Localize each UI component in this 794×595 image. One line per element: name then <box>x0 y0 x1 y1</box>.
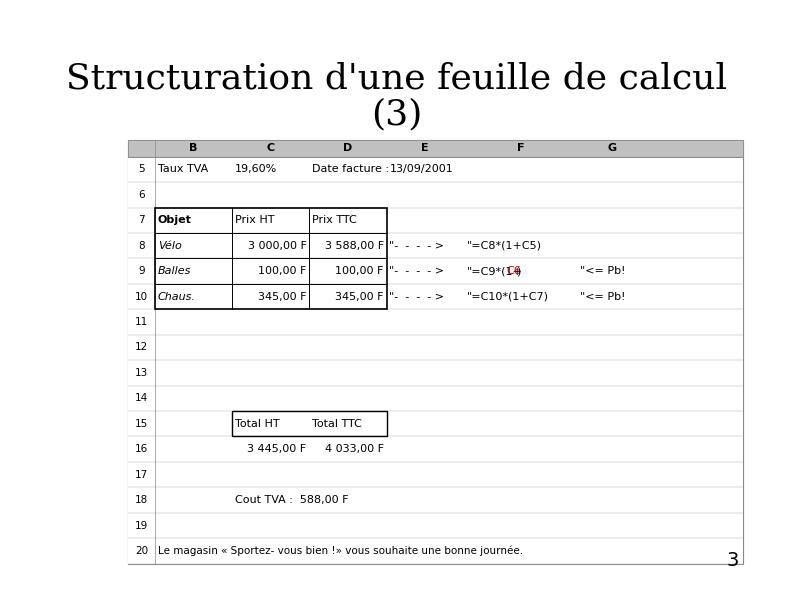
Text: F: F <box>517 143 524 153</box>
Text: 18: 18 <box>135 495 148 505</box>
Text: "=C8*(1+C5): "=C8*(1+C5) <box>467 240 542 250</box>
Text: 5: 5 <box>138 164 145 174</box>
Bar <box>129 140 743 156</box>
Text: D: D <box>343 143 353 153</box>
Text: Date facture :: Date facture : <box>312 164 389 174</box>
Text: Prix TTC: Prix TTC <box>312 215 357 226</box>
Text: 3 588,00 F: 3 588,00 F <box>325 240 384 250</box>
Text: Vélo: Vélo <box>158 240 181 250</box>
Bar <box>129 156 743 563</box>
Text: Objet: Objet <box>158 215 191 226</box>
Text: Balles: Balles <box>158 266 191 276</box>
Text: "-  -  -  - >: "- - - - > <box>390 292 445 302</box>
Text: 14: 14 <box>135 393 148 403</box>
Text: 100,00 F: 100,00 F <box>258 266 306 276</box>
Text: G: G <box>607 143 616 153</box>
Text: "<= Pb!: "<= Pb! <box>580 266 626 276</box>
Text: 19,60%: 19,60% <box>235 164 277 174</box>
Bar <box>155 208 387 309</box>
Text: Chaus.: Chaus. <box>158 292 195 302</box>
Text: "<= Pb!: "<= Pb! <box>580 292 626 302</box>
Text: 100,00 F: 100,00 F <box>335 266 384 276</box>
Text: 11: 11 <box>135 317 148 327</box>
Text: 13: 13 <box>135 368 148 378</box>
Text: Total HT: Total HT <box>235 419 279 429</box>
Text: 16: 16 <box>135 444 148 454</box>
Text: 6: 6 <box>138 190 145 200</box>
Text: ): ) <box>516 266 520 276</box>
Text: E: E <box>422 143 429 153</box>
Text: Prix HT: Prix HT <box>235 215 275 226</box>
Text: Le magasin « Sportez- vous bien !» vous souhaite une bonne journée.: Le magasin « Sportez- vous bien !» vous … <box>158 546 522 556</box>
Text: C6: C6 <box>506 266 521 276</box>
Text: 19: 19 <box>135 521 148 531</box>
Bar <box>232 411 387 437</box>
Text: 4 033,00 F: 4 033,00 F <box>325 444 384 454</box>
Text: Structuration d'une feuille de calcul: Structuration d'une feuille de calcul <box>67 61 727 95</box>
Bar <box>129 140 743 563</box>
Text: "-  -  -  - >: "- - - - > <box>390 266 445 276</box>
Text: "=C9*(1+: "=C9*(1+ <box>467 266 522 276</box>
Text: 10: 10 <box>135 292 148 302</box>
Text: 345,00 F: 345,00 F <box>258 292 306 302</box>
Text: 3: 3 <box>727 552 739 571</box>
Text: (3): (3) <box>372 97 422 131</box>
Text: 3 000,00 F: 3 000,00 F <box>248 240 306 250</box>
Text: B: B <box>189 143 198 153</box>
Text: 9: 9 <box>138 266 145 276</box>
Text: 8: 8 <box>138 240 145 250</box>
Text: 7: 7 <box>138 215 145 226</box>
Text: "-  -  -  - >: "- - - - > <box>390 240 445 250</box>
Text: C: C <box>267 143 275 153</box>
Text: 17: 17 <box>135 469 148 480</box>
Text: 15: 15 <box>135 419 148 429</box>
Text: 13/09/2001: 13/09/2001 <box>390 164 453 174</box>
Text: 20: 20 <box>135 546 148 556</box>
Text: 345,00 F: 345,00 F <box>335 292 384 302</box>
Text: 3 445,00 F: 3 445,00 F <box>248 444 306 454</box>
Text: 12: 12 <box>135 343 148 352</box>
Text: Cout TVA :  588,00 F: Cout TVA : 588,00 F <box>235 495 349 505</box>
Text: "=C10*(1+C7): "=C10*(1+C7) <box>467 292 549 302</box>
Text: Total TTC: Total TTC <box>312 419 362 429</box>
Text: Taux TVA: Taux TVA <box>158 164 208 174</box>
